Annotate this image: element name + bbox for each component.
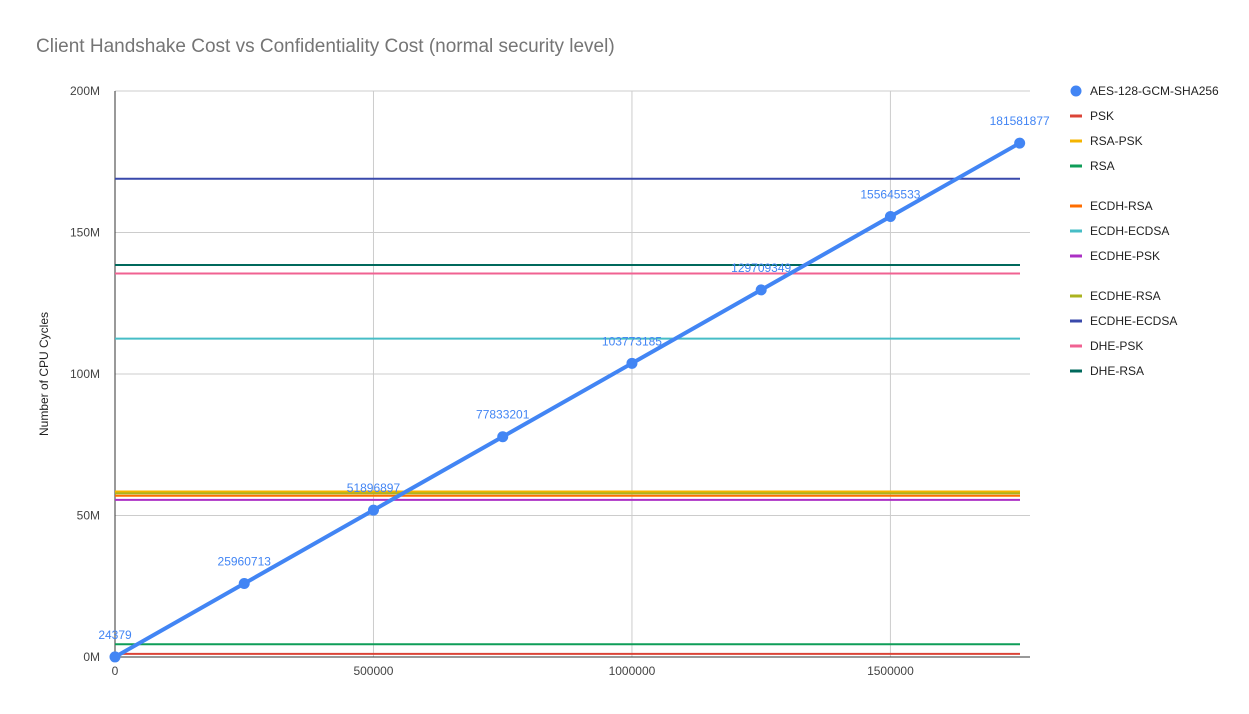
legend-label-ecdhe-ecdsa: ECDHE-ECDSA (1090, 314, 1177, 328)
data-point (626, 357, 638, 369)
data-point (109, 651, 121, 663)
y-tick-label: 50M (77, 509, 100, 523)
legend-label-rsa: RSA (1090, 159, 1115, 173)
data-point (238, 578, 250, 590)
data-point (1014, 137, 1026, 149)
data-point (497, 431, 509, 443)
y-tick-label: 0M (83, 650, 100, 664)
y-tick-label: 150M (70, 226, 100, 240)
legend-label-ecdh-ecdsa: ECDH-ECDSA (1090, 224, 1169, 238)
legend-label-dhe-rsa: DHE-RSA (1090, 364, 1144, 378)
x-tick-label: 0 (112, 664, 119, 678)
legend-label-dhe-psk: DHE-PSK (1090, 339, 1143, 353)
data-label: 24379 (98, 628, 132, 642)
data-label: 103773185 (602, 334, 662, 348)
legend-label-ecdh-rsa: ECDH-RSA (1090, 199, 1153, 213)
x-tick-label: 1000000 (609, 664, 656, 678)
data-label: 25960713 (218, 555, 272, 569)
chart-title: Client Handshake Cost vs Confidentiality… (36, 36, 615, 57)
legend-label-ecdhe-rsa: ECDHE-RSA (1090, 289, 1161, 303)
data-label: 181581877 (990, 114, 1050, 128)
data-point (884, 211, 896, 223)
data-label: 77833201 (476, 408, 530, 422)
x-tick-label: 1500000 (867, 664, 914, 678)
legend-label-rsa-psk: RSA-PSK (1090, 134, 1143, 148)
data-point (367, 504, 379, 516)
legend-label-aes-128-gcm-sha256: AES-128-GCM-SHA256 (1090, 84, 1219, 98)
legend-label-psk: PSK (1090, 109, 1114, 123)
legend-label-ecdhe-psk: ECDHE-PSK (1090, 249, 1160, 263)
data-label: 51896897 (347, 481, 401, 495)
data-label: 155645533 (860, 188, 920, 202)
y-tick-label: 100M (70, 367, 100, 381)
data-label: 129709349 (731, 261, 791, 275)
y-tick-label: 200M (70, 84, 100, 98)
data-point (755, 284, 767, 296)
series-line-aes-128-gcm-sha256 (114, 141, 1021, 659)
x-tick-label: 500000 (353, 664, 393, 678)
legend-marker-aes-128-gcm-sha256 (1070, 85, 1082, 97)
y-axis-label: Number of CPU Cycles (37, 312, 51, 436)
